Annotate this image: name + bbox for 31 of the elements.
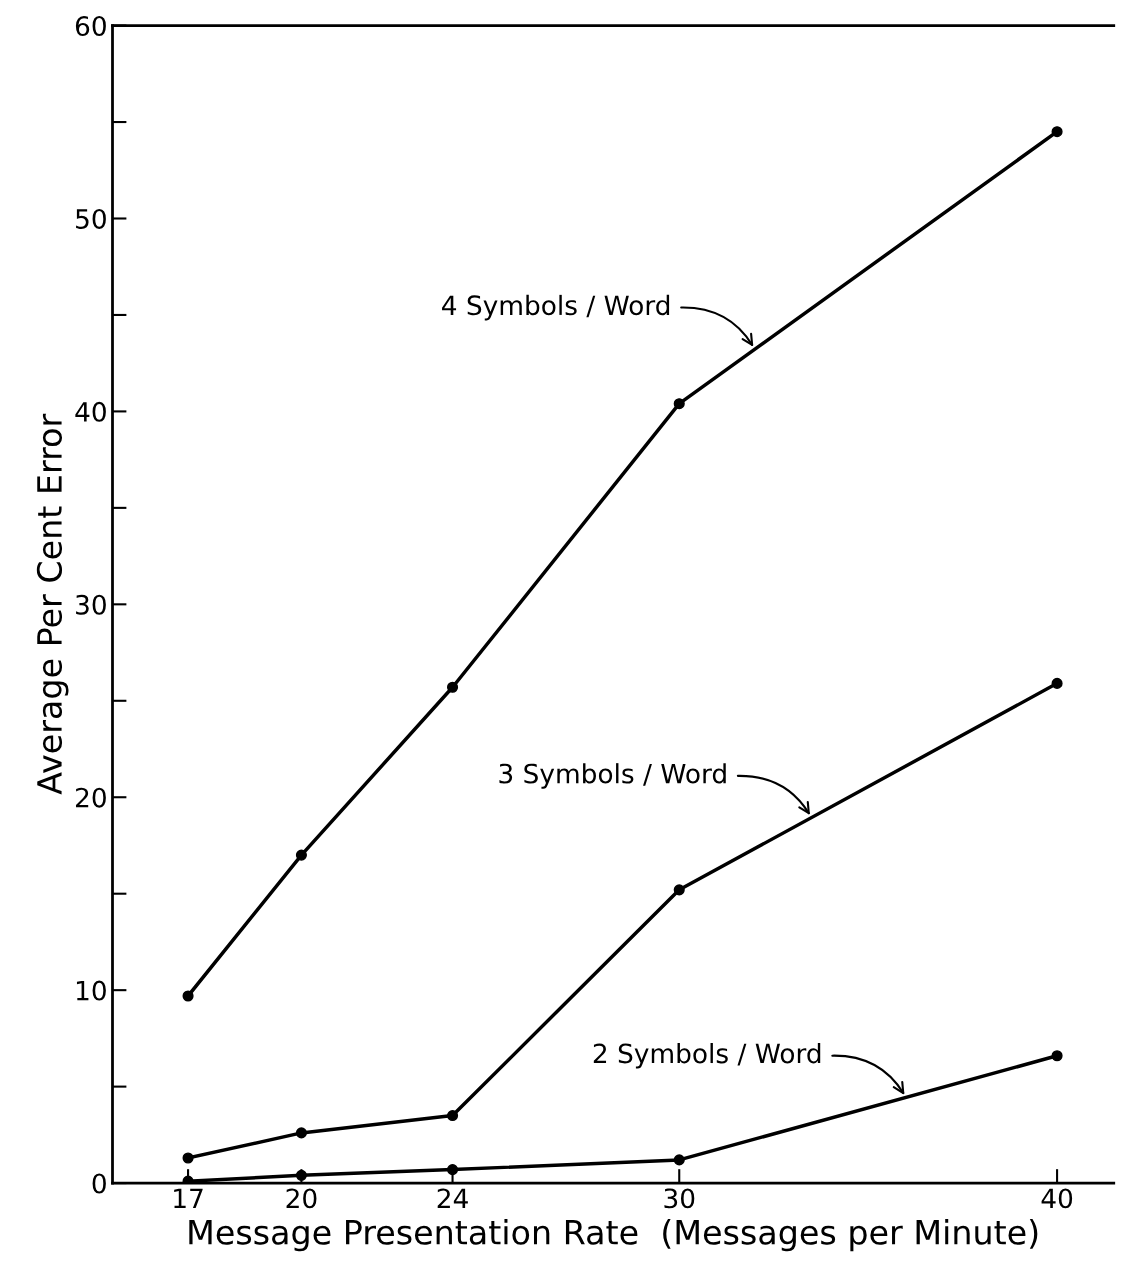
point <box>1051 126 1063 138</box>
point <box>182 990 194 1002</box>
point <box>182 1152 194 1164</box>
x-axis-title: Message Presentation Rate (Messages per Minute) <box>189 1219 1038 1252</box>
y-tick-label: 60 <box>75 16 106 36</box>
point <box>446 1109 459 1122</box>
point <box>295 849 307 861</box>
x-tick-label: 17 <box>174 1188 203 1208</box>
x-tick-label: 40 <box>1041 1188 1073 1209</box>
y-tick-label: 40 <box>75 401 106 422</box>
x-tick-label: 20 <box>286 1188 317 1209</box>
point <box>673 398 685 410</box>
y-tick-label: 20 <box>75 787 106 808</box>
point <box>1051 1050 1063 1062</box>
y-axis-title: Average Per Cent Error <box>36 413 69 795</box>
y-tick-label: 0 <box>92 1173 106 1194</box>
point <box>295 1169 307 1181</box>
point <box>673 884 685 896</box>
text: 3 Symbols / Word <box>499 763 726 789</box>
text: 4 Symbols / Word <box>442 294 670 321</box>
point <box>446 681 459 693</box>
y-tick-label: 50 <box>76 208 106 229</box>
y-tick-label: 30 <box>76 594 106 615</box>
point <box>1051 677 1063 689</box>
y-tick-label: 10 <box>76 980 106 1001</box>
series-label: 2 Symbols / Word <box>593 1042 821 1069</box>
x-tick-label: 24 <box>437 1188 468 1208</box>
x-tick-label: 30 <box>664 1188 695 1209</box>
point <box>295 1127 307 1139</box>
point <box>446 1164 459 1176</box>
point <box>673 1154 685 1166</box>
